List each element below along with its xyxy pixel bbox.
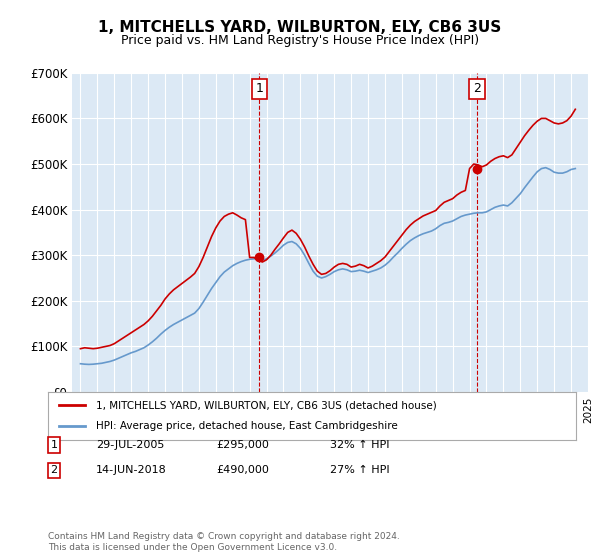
Text: Contains HM Land Registry data © Crown copyright and database right 2024.
This d: Contains HM Land Registry data © Crown c… (48, 532, 400, 552)
Text: £490,000: £490,000 (216, 465, 269, 475)
Text: £295,000: £295,000 (216, 440, 269, 450)
Text: 32% ↑ HPI: 32% ↑ HPI (330, 440, 389, 450)
Text: 1: 1 (256, 82, 263, 95)
Text: 27% ↑ HPI: 27% ↑ HPI (330, 465, 389, 475)
Text: 2: 2 (473, 82, 481, 95)
Text: 14-JUN-2018: 14-JUN-2018 (96, 465, 167, 475)
Text: 1, MITCHELLS YARD, WILBURTON, ELY, CB6 3US (detached house): 1, MITCHELLS YARD, WILBURTON, ELY, CB6 3… (95, 400, 436, 410)
Text: Price paid vs. HM Land Registry's House Price Index (HPI): Price paid vs. HM Land Registry's House … (121, 34, 479, 46)
Text: 1, MITCHELLS YARD, WILBURTON, ELY, CB6 3US: 1, MITCHELLS YARD, WILBURTON, ELY, CB6 3… (98, 20, 502, 35)
Text: HPI: Average price, detached house, East Cambridgeshire: HPI: Average price, detached house, East… (95, 421, 397, 431)
Text: 2: 2 (50, 465, 58, 475)
Text: 1: 1 (50, 440, 58, 450)
Text: 29-JUL-2005: 29-JUL-2005 (96, 440, 164, 450)
